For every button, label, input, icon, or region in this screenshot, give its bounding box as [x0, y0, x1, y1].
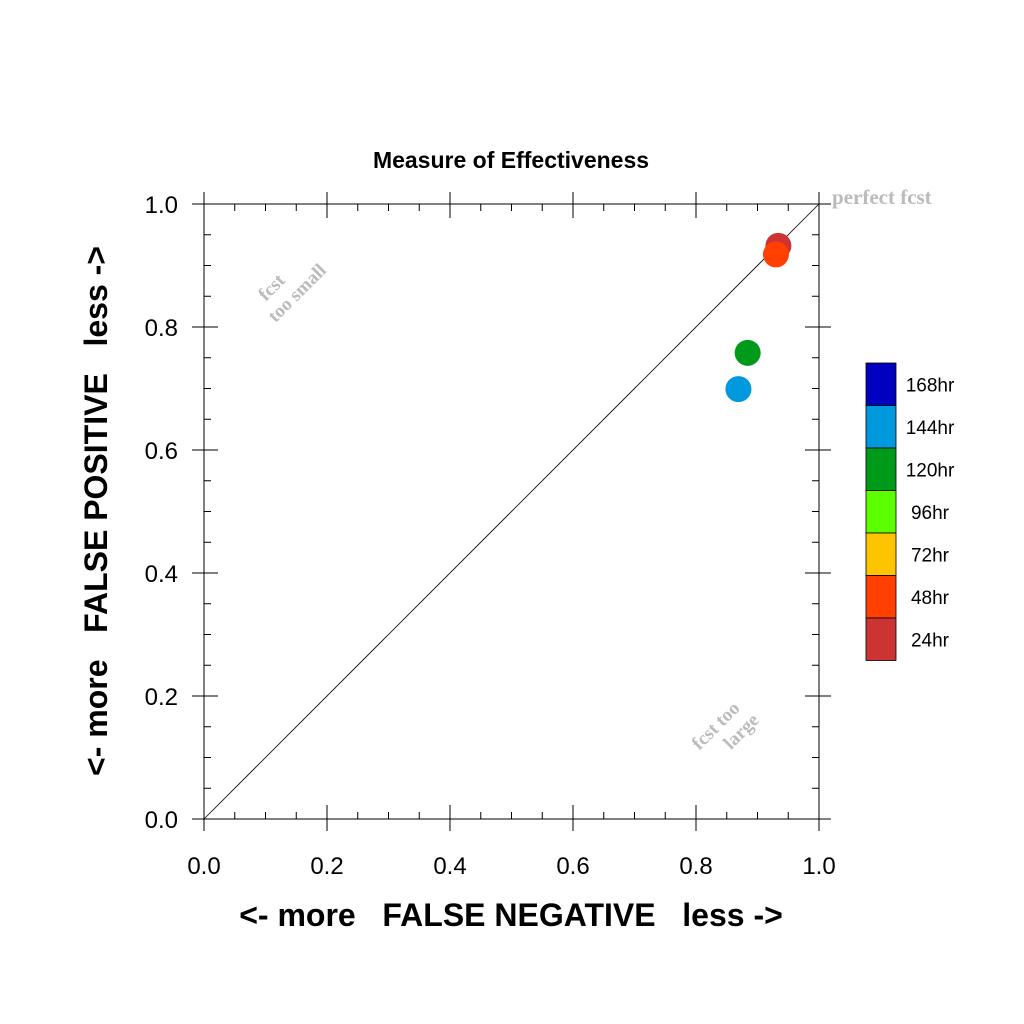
- x-tick-label: 1.0: [802, 853, 835, 880]
- legend-label-48hr: 48hr: [911, 588, 950, 609]
- y-tick-labels: 0.0 0.2 0.4 0.6 0.8 1.0: [145, 192, 178, 834]
- too-large-annotation: fcst too large: [688, 698, 764, 754]
- y-axis-label: <- more FALSE POSITIVE less ->: [78, 246, 114, 776]
- x-tick-label: 0.6: [556, 853, 589, 880]
- tick-marks: [192, 192, 831, 831]
- legend: 168hr 144hr 120hr 96hr 72hr 48hr 24hr: [865, 362, 955, 661]
- legend-label-144hr: 144hr: [906, 418, 955, 439]
- point-48hr: [762, 241, 789, 268]
- x-axis-label: <- more FALSE NEGATIVE less ->: [239, 897, 783, 933]
- y-tick-label: 0.2: [145, 684, 178, 711]
- y-tick-label: 0.6: [145, 438, 178, 465]
- y-tick-label: 0.4: [145, 561, 178, 588]
- x-tick-label: 0.8: [679, 853, 712, 880]
- x-tick-label: 0.4: [433, 853, 466, 880]
- x-tick-labels: 0.0 0.2 0.4 0.6 0.8 1.0: [187, 853, 835, 880]
- x-tick-label: 0.0: [187, 853, 220, 880]
- legend-swatch-144hr: [865, 405, 897, 449]
- y-tick-label: 0.0: [145, 807, 178, 834]
- too-small-annotation: fcst too small: [254, 260, 330, 327]
- legend-swatch-120hr: [865, 447, 897, 491]
- data-points: [725, 232, 792, 403]
- legend-label-24hr: 24hr: [911, 630, 950, 651]
- point-144hr: [725, 376, 752, 403]
- point-120hr: [734, 339, 761, 366]
- y-tick-label: 1.0: [145, 192, 178, 219]
- legend-swatch-96hr: [865, 490, 897, 534]
- y-tick-label: 0.8: [145, 315, 178, 342]
- legend-label-72hr: 72hr: [911, 545, 950, 566]
- legend-swatch-168hr: [865, 362, 897, 406]
- chart-title: Measure of Effectiveness: [373, 147, 649, 173]
- x-tick-label: 0.2: [310, 853, 343, 880]
- legend-label-120hr: 120hr: [906, 460, 955, 481]
- legend-label-168hr: 168hr: [906, 375, 955, 396]
- legend-swatch-72hr: [865, 532, 897, 576]
- legend-swatch-24hr: [865, 617, 897, 661]
- legend-label-96hr: 96hr: [911, 503, 950, 524]
- perfect-forecast-diagonal: [203, 203, 820, 820]
- perfect-forecast-annotation: perfect fcst: [832, 185, 932, 209]
- legend-swatch-48hr: [865, 575, 897, 619]
